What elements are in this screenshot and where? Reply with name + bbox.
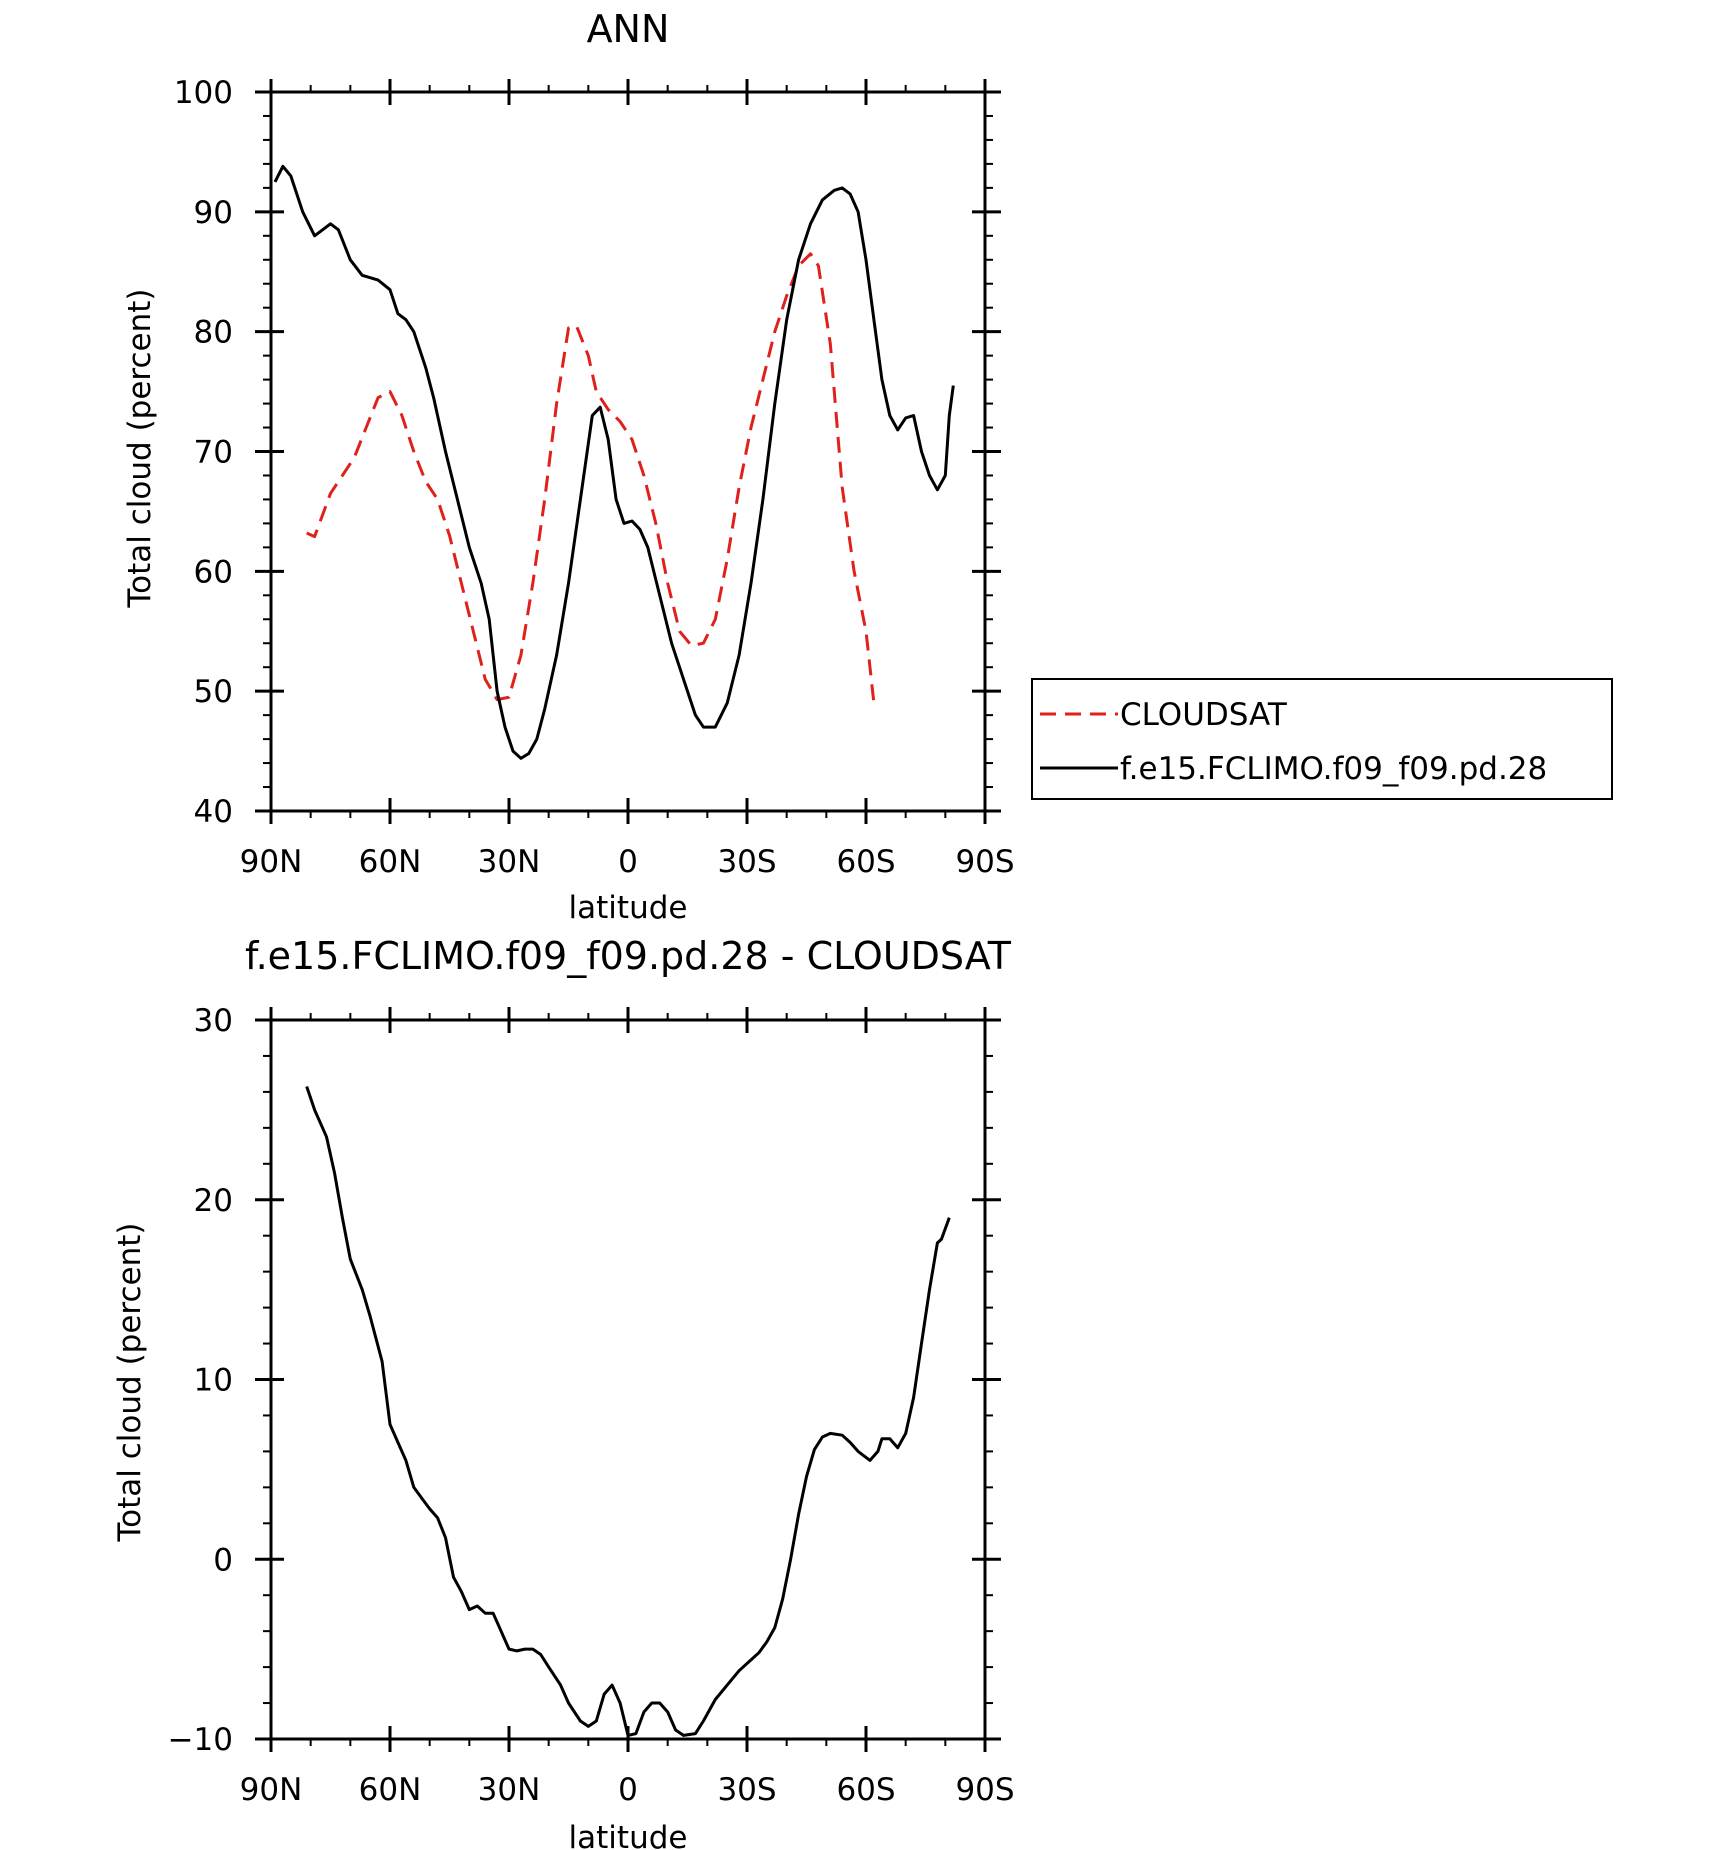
y-tick-label: 60 (194, 554, 233, 590)
legend: CLOUDSAT f.e15.FCLIMO.f09_f09.pd.28 (1031, 678, 1613, 800)
top-chart-tick-labels: 90N 60N 30N 0 30S 60S 90S 40 50 60 70 80 90 100 (174, 75, 1015, 880)
y-tick-label: 100 (174, 75, 233, 111)
top-chart-panel: ANN Total cloud (percent) latitude 90N 60… (122, 7, 1613, 926)
x-tick-label: 60S (836, 1772, 895, 1808)
bottom-chart-title: f.e15.FCLIMO.f09_f09.pd.28 - CLOUDSAT (245, 934, 1012, 978)
legend-label-cloudsat: CLOUDSAT (1120, 697, 1288, 733)
x-tick-label: 90S (955, 1772, 1014, 1808)
y-tick-label: 40 (194, 794, 233, 830)
x-tick-label: 30S (717, 1772, 776, 1808)
x-tick-label: 30S (717, 844, 776, 880)
x-tick-label: 90N (240, 1772, 303, 1808)
y-tick-label: 20 (194, 1183, 233, 1219)
top-chart-xlabel: latitude (569, 890, 688, 926)
y-tick-label: 90 (194, 195, 233, 231)
y-tick-label: 80 (194, 315, 233, 351)
x-tick-label: 90S (955, 844, 1014, 880)
top-chart-series (273, 164, 955, 760)
series-line-cloudsat (306, 252, 876, 704)
y-tick-label: 30 (194, 1003, 233, 1039)
bottom-chart-ylabel: Total cloud (percent) (112, 1223, 148, 1543)
bottom-chart-panel: f.e15.FCLIMO.f09_f09.pd.28 - CLOUDSAT To… (112, 934, 1015, 1850)
x-tick-label: 60N (359, 1772, 422, 1808)
y-tick-label: −10 (168, 1722, 233, 1758)
x-tick-label: 0 (618, 1772, 638, 1808)
x-tick-label: 90N (240, 844, 303, 880)
y-tick-label: 0 (213, 1542, 233, 1578)
bottom-chart-ticks (255, 1007, 1001, 1752)
top-chart-ticks (255, 79, 1001, 824)
y-tick-label: 70 (194, 435, 233, 471)
bottom-chart-tick-labels: 90N 60N 30N 0 30S 60S 90S −10 0 10 20 30 (168, 1003, 1015, 1808)
top-chart-plot-frame (269, 90, 987, 813)
y-tick-label: 50 (194, 674, 233, 710)
bottom-chart-series (305, 1086, 951, 1737)
y-tick-label: 10 (194, 1363, 233, 1399)
bottom-chart-plot-frame (269, 1018, 987, 1741)
x-tick-label: 60S (836, 844, 895, 880)
series-line-model (273, 164, 955, 760)
x-tick-label: 30N (478, 844, 541, 880)
legend-box (1031, 678, 1613, 800)
legend-label-model: f.e15.FCLIMO.f09_f09.pd.28 (1120, 751, 1547, 787)
bottom-chart-xlabel: latitude (569, 1820, 688, 1850)
x-tick-label: 60N (359, 844, 422, 880)
x-tick-label: 30N (478, 1772, 541, 1808)
x-tick-label: 0 (618, 844, 638, 880)
top-chart-ylabel: Total cloud (percent) (122, 289, 158, 609)
series-line-difference (305, 1086, 951, 1737)
top-chart-title: ANN (587, 7, 670, 51)
